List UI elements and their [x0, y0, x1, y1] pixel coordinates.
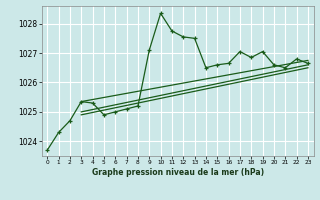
- X-axis label: Graphe pression niveau de la mer (hPa): Graphe pression niveau de la mer (hPa): [92, 168, 264, 177]
